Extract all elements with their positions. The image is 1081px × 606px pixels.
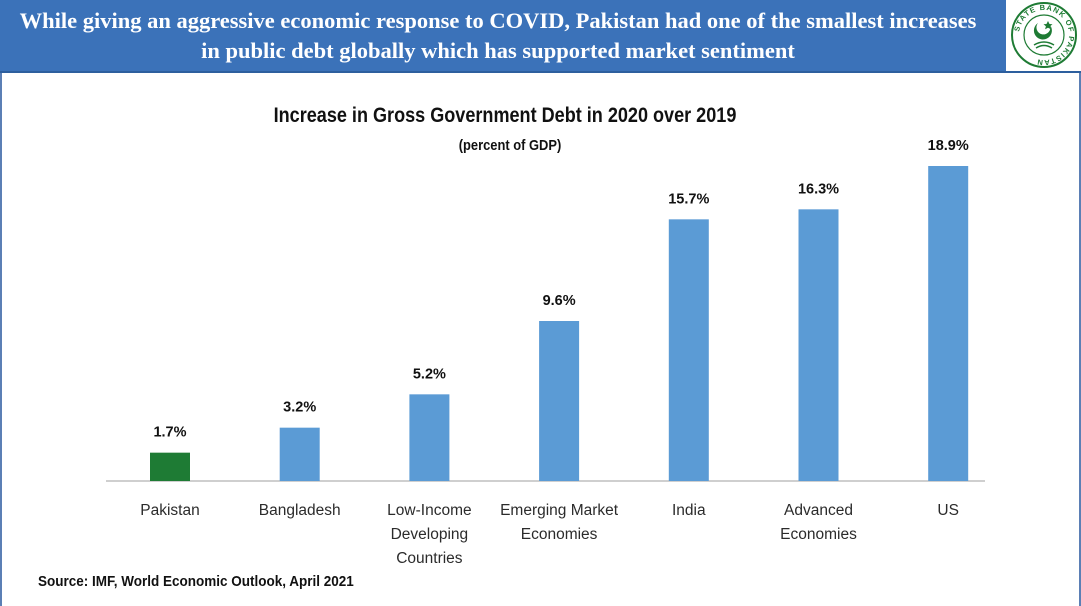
header-banner: While giving an aggressive economic resp…: [0, 0, 1081, 71]
frame-right-border: [1079, 73, 1081, 606]
frame-left-border: [0, 73, 2, 606]
bar-0: [150, 452, 190, 481]
data-label-3: 9.6%: [543, 293, 576, 309]
chart-subtitle: (percent of GDP): [458, 137, 562, 154]
data-label-6: 18.9%: [928, 138, 969, 154]
bar-chart: 1.7% Pakistan 3.2% Bangladesh 5.2% Low-Income…: [106, 138, 985, 567]
state-bank-seal-icon: STATE BANK OF PAKISTAN: [1011, 2, 1077, 68]
category-label-2: Low-Income Developing Countries: [387, 502, 471, 567]
sbp-logo: STATE BANK OF PAKISTAN: [1006, 0, 1081, 71]
bar-2: [409, 394, 450, 481]
category-label-3: Emerging Market Economies: [500, 502, 619, 543]
bar-6: [928, 166, 969, 481]
data-label-4: 15.7%: [668, 191, 709, 207]
data-label-2: 5.2%: [413, 366, 446, 382]
category-label-5: Advanced Economies: [780, 502, 857, 543]
data-label-5: 16.3%: [798, 181, 839, 197]
bar-5: [798, 209, 839, 482]
source-note: Source: IMF, World Economic Outlook, Apr…: [38, 573, 354, 590]
chart-title: Increase in Gross Government Debt in 202…: [273, 104, 737, 127]
page-title: While giving an aggressive economic resp…: [19, 8, 977, 63]
data-label-0: 1.7%: [153, 425, 186, 441]
category-label-6: US: [937, 502, 959, 519]
category-label-1: Bangladesh: [259, 502, 341, 519]
bar-4: [668, 219, 709, 482]
bar-3: [539, 321, 580, 481]
category-label-4: India: [672, 502, 706, 519]
header-divider: [0, 71, 1081, 73]
data-label-1: 3.2%: [283, 400, 316, 416]
category-label-0: Pakistan: [140, 502, 199, 519]
bar-1: [279, 427, 320, 481]
